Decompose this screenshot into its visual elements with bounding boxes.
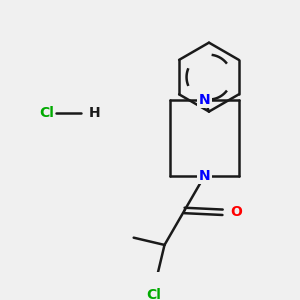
- Text: N: N: [199, 93, 210, 107]
- Text: H: H: [88, 106, 100, 120]
- Text: O: O: [230, 205, 242, 219]
- Text: N: N: [199, 169, 210, 183]
- Text: Cl: Cl: [146, 289, 161, 300]
- Text: Cl: Cl: [39, 106, 54, 120]
